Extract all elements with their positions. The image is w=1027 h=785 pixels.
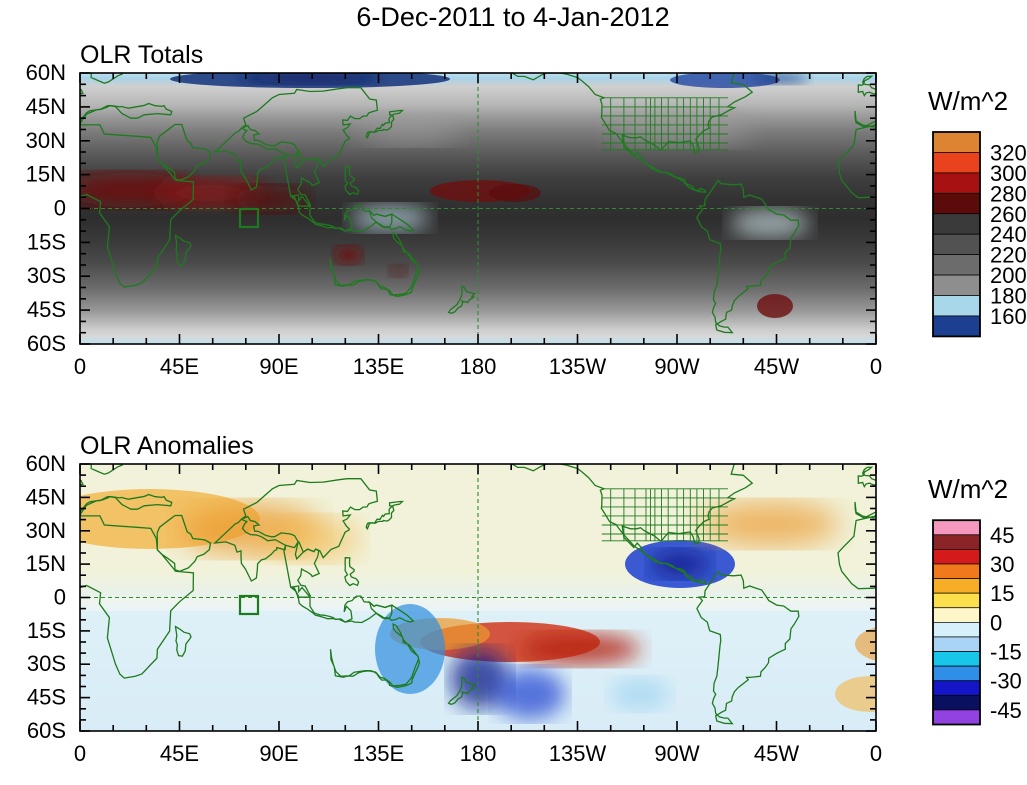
svg-text:45N: 45N <box>26 94 66 119</box>
svg-text:45E: 45E <box>160 354 199 379</box>
svg-text:30S: 30S <box>27 263 66 288</box>
svg-text:-30: -30 <box>990 669 1022 694</box>
svg-text:135W: 135W <box>549 741 607 766</box>
svg-text:15N: 15N <box>26 551 66 576</box>
svg-text:60N: 60N <box>26 60 66 85</box>
svg-text:0: 0 <box>74 354 86 379</box>
svg-text:15N: 15N <box>26 162 66 187</box>
svg-text:30S: 30S <box>27 651 66 676</box>
svg-text:-45: -45 <box>990 698 1022 723</box>
svg-text:45W: 45W <box>754 354 799 379</box>
svg-text:180: 180 <box>460 741 497 766</box>
svg-text:W/m^2: W/m^2 <box>928 86 1008 116</box>
svg-text:15S: 15S <box>27 618 66 643</box>
svg-text:30N: 30N <box>26 518 66 543</box>
svg-text:30: 30 <box>990 552 1014 577</box>
svg-text:0: 0 <box>54 585 66 610</box>
svg-text:0: 0 <box>990 610 1002 635</box>
svg-text:90E: 90E <box>259 354 298 379</box>
svg-text:45N: 45N <box>26 484 66 509</box>
svg-text:15S: 15S <box>27 229 66 254</box>
svg-text:15: 15 <box>990 581 1014 606</box>
svg-text:0: 0 <box>870 741 882 766</box>
svg-text:W/m^2: W/m^2 <box>928 474 1008 504</box>
svg-text:0: 0 <box>74 741 86 766</box>
svg-text:30N: 30N <box>26 128 66 153</box>
svg-text:45W: 45W <box>754 741 799 766</box>
svg-text:60N: 60N <box>26 451 66 476</box>
svg-text:60S: 60S <box>27 331 66 356</box>
svg-text:135E: 135E <box>353 354 404 379</box>
svg-text:90W: 90W <box>654 741 699 766</box>
svg-text:160: 160 <box>990 304 1027 329</box>
svg-text:0: 0 <box>870 354 882 379</box>
svg-text:135E: 135E <box>353 741 404 766</box>
svg-text:OLR Totals: OLR Totals <box>80 41 203 69</box>
svg-text:90W: 90W <box>654 354 699 379</box>
svg-text:-15: -15 <box>990 640 1022 665</box>
svg-text:OLR Anomalies: OLR Anomalies <box>80 432 254 460</box>
svg-text:45S: 45S <box>27 297 66 322</box>
svg-text:45E: 45E <box>160 741 199 766</box>
svg-text:135W: 135W <box>549 354 607 379</box>
svg-text:45: 45 <box>990 523 1014 548</box>
svg-text:6-Dec-2011 to 4-Jan-2012: 6-Dec-2011 to 4-Jan-2012 <box>356 2 669 32</box>
svg-text:60S: 60S <box>27 718 66 743</box>
svg-text:45S: 45S <box>27 685 66 710</box>
svg-text:0: 0 <box>54 196 66 221</box>
svg-text:180: 180 <box>460 354 497 379</box>
svg-text:90E: 90E <box>259 741 298 766</box>
